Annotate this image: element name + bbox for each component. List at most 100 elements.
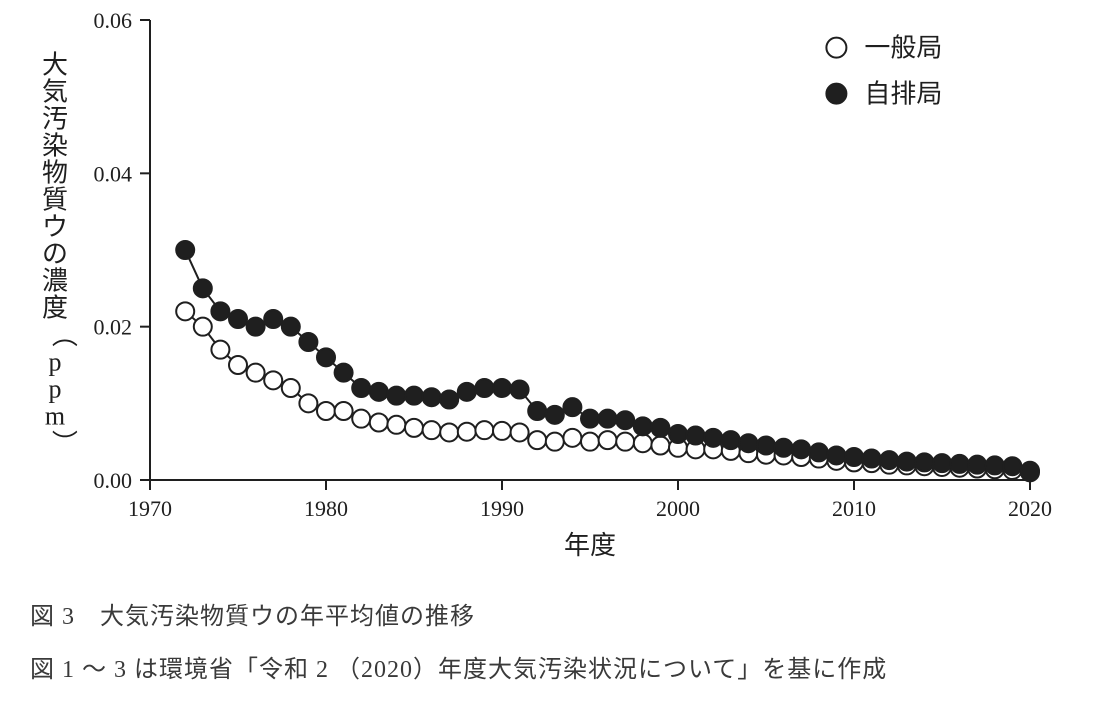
svg-text:2000: 2000 (656, 496, 700, 521)
series-marker-自排局 (528, 402, 546, 420)
series-marker-自排局 (581, 410, 599, 428)
svg-text:質: 質 (42, 186, 68, 215)
series-marker-自排局 (475, 379, 493, 397)
series-marker-一般局 (563, 429, 581, 447)
series-marker-一般局 (440, 423, 458, 441)
svg-text:の: の (42, 240, 68, 269)
svg-text:物: 物 (42, 159, 68, 188)
svg-text:2010: 2010 (832, 496, 876, 521)
series-marker-一般局 (211, 341, 229, 359)
series-marker-一般局 (616, 433, 634, 451)
series-marker-自排局 (775, 439, 793, 457)
svg-text:）: ） (49, 429, 78, 455)
series-marker-自排局 (722, 431, 740, 449)
series-marker-自排局 (405, 387, 423, 405)
series-marker-一般局 (370, 414, 388, 432)
series-marker-自排局 (317, 348, 335, 366)
svg-text:気: 気 (42, 78, 68, 107)
svg-text:2020: 2020 (1008, 496, 1052, 521)
legend-marker-一般局 (826, 38, 846, 58)
series-marker-自排局 (704, 429, 722, 447)
caption-line-2: 図 1 ～ 3 は環境省「令和 2 （2020）年度大気汚染状況について」を基に… (30, 649, 1080, 684)
series-marker-自排局 (247, 318, 265, 336)
svg-text:0.02: 0.02 (94, 315, 133, 340)
series-marker-自排局 (687, 427, 705, 445)
svg-text:0.06: 0.06 (94, 8, 133, 33)
series-marker-一般局 (282, 379, 300, 397)
series-marker-自排局 (827, 446, 845, 464)
series-marker-自排局 (898, 453, 916, 471)
series-marker-一般局 (405, 419, 423, 437)
svg-text:m: m (45, 402, 65, 431)
series-marker-自排局 (968, 456, 986, 474)
series-marker-自排局 (599, 410, 617, 428)
series-marker-一般局 (335, 402, 353, 420)
caption-line-1: 図 3 大気汚染物質ウの年平均値の推移 (30, 596, 1080, 631)
series-marker-自排局 (370, 383, 388, 401)
series-marker-自排局 (264, 310, 282, 328)
series-marker-自排局 (440, 391, 458, 409)
svg-text:p: p (49, 375, 62, 404)
series-marker-一般局 (229, 356, 247, 374)
series-marker-一般局 (264, 371, 282, 389)
svg-text:1990: 1990 (480, 496, 524, 521)
svg-text:染: 染 (42, 132, 68, 161)
svg-text:大: 大 (42, 51, 68, 80)
series-marker-一般局 (634, 434, 652, 452)
series-marker-自排局 (458, 383, 476, 401)
svg-text:0.00: 0.00 (94, 468, 133, 493)
legend-label-一般局: 一般局 (864, 34, 942, 63)
series-marker-自排局 (423, 388, 441, 406)
series-marker-自排局 (335, 364, 353, 382)
series-marker-自排局 (546, 406, 564, 424)
series-marker-自排局 (387, 387, 405, 405)
series-marker-自排局 (757, 437, 775, 455)
series-marker-一般局 (599, 431, 617, 449)
series-marker-一般局 (317, 402, 335, 420)
series-marker-一般局 (299, 394, 317, 412)
series-marker-一般局 (475, 421, 493, 439)
chart-svg: 0.00 0.02 0.04 0.06 1970 1980 1990 2000 2010 2020… (0, 0, 1090, 580)
series-marker-自排局 (880, 451, 898, 469)
series-marker-自排局 (616, 411, 634, 429)
series-marker-一般局 (194, 318, 212, 336)
svg-text:濃: 濃 (42, 267, 68, 296)
series-marker-自排局 (951, 455, 969, 473)
series-marker-自排局 (986, 456, 1004, 474)
series-marker-一般局 (493, 422, 511, 440)
series-marker-自排局 (792, 440, 810, 458)
series-marker-自排局 (211, 302, 229, 320)
legend-label-自排局: 自排局 (864, 80, 942, 109)
series-marker-自排局 (194, 279, 212, 297)
series-marker-一般局 (352, 410, 370, 428)
svg-text:1970: 1970 (128, 496, 172, 521)
series-marker-自排局 (176, 241, 194, 259)
svg-text:1980: 1980 (304, 496, 348, 521)
series-marker-一般局 (247, 364, 265, 382)
svg-text:年度: 年度 (564, 531, 616, 560)
svg-text:汚: 汚 (42, 105, 68, 134)
svg-text:p: p (49, 348, 62, 377)
series-marker-一般局 (528, 431, 546, 449)
series-marker-自排局 (933, 454, 951, 472)
svg-text:度: 度 (42, 294, 68, 323)
series-marker-一般局 (176, 302, 194, 320)
series-marker-自排局 (634, 417, 652, 435)
series-marker-自排局 (739, 434, 757, 452)
series-marker-自排局 (669, 425, 687, 443)
series-marker-一般局 (511, 423, 529, 441)
series-marker-自排局 (915, 453, 933, 471)
series-marker-自排局 (352, 379, 370, 397)
series-marker-自排局 (1021, 463, 1039, 481)
series-marker-一般局 (581, 433, 599, 451)
series-marker-自排局 (299, 333, 317, 351)
svg-text:ウ: ウ (42, 213, 68, 242)
svg-text:（: （ (49, 321, 78, 347)
series-marker-自排局 (493, 379, 511, 397)
svg-text:0.04: 0.04 (94, 161, 133, 186)
series-marker-自排局 (810, 443, 828, 461)
series-marker-一般局 (651, 437, 669, 455)
series-marker-一般局 (458, 423, 476, 441)
series-marker-自排局 (1003, 457, 1021, 475)
series-marker-自排局 (563, 398, 581, 416)
